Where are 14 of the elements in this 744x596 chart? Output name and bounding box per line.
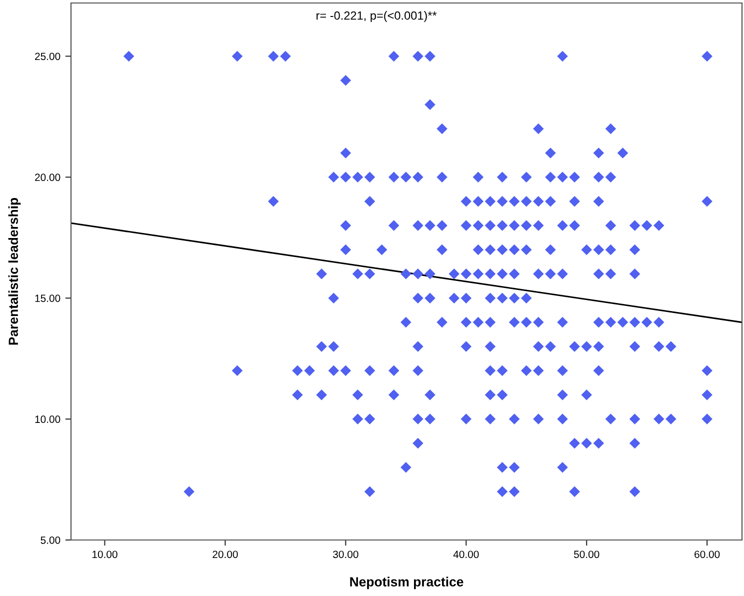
x-tick-label: 30.00 — [333, 550, 358, 558]
y-tick-label: 25.00 — [35, 52, 60, 60]
x-tick-label: 10.00 — [92, 550, 118, 558]
y-tick-label: 5.00 — [40, 536, 60, 544]
x-tick-label: 40.00 — [453, 550, 479, 558]
x-tick-label: 60.00 — [694, 550, 720, 558]
x-tick-label: 50.00 — [574, 550, 600, 558]
y-tick-label: 10.00 — [35, 416, 60, 423]
annotation: r= -0.221, p=(<0.001)** — [316, 11, 437, 22]
y-axis-title: Parentalistic leadership — [8, 198, 21, 345]
x-axis-title: Nepotism practice — [350, 576, 464, 590]
y-tick-label: 15.00 — [35, 294, 60, 302]
y-tick-label: 20.00 — [35, 174, 60, 182]
x-tick-label: 20.00 — [212, 550, 238, 558]
